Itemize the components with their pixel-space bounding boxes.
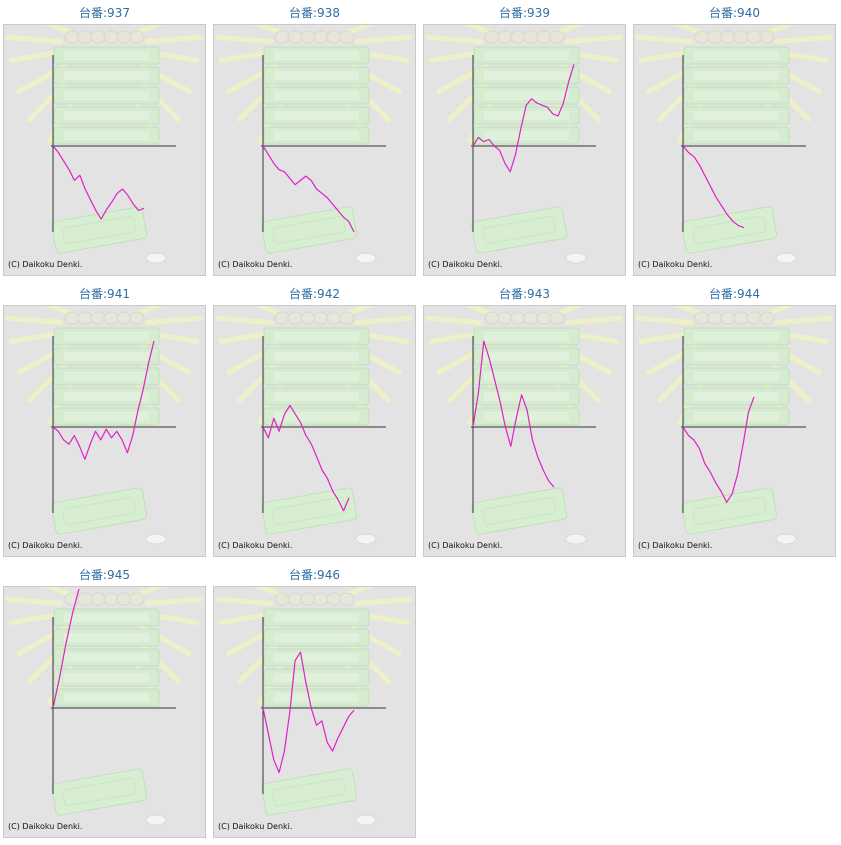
machine-graph-card: 台番:937 (C) Daikoku Denki.	[3, 2, 206, 276]
machine-graph-card: 台番:938 (C) Daikoku Denki.	[213, 2, 416, 276]
copyright-text: (C) Daikoku Denki.	[428, 541, 503, 550]
machine-logo-graphic	[635, 25, 833, 264]
payout-line	[682, 396, 755, 503]
machine-number-link[interactable]: 台番:942	[289, 287, 340, 301]
machine-number-link[interactable]: 台番:944	[709, 287, 760, 301]
slump-graph	[425, 25, 623, 264]
machine-graph-card: 台番:939 (C) Daikoku Denki.	[423, 2, 626, 276]
slump-graph	[215, 306, 413, 545]
machine-graph-card: 台番:943 (C) Daikoku Denki.	[423, 283, 626, 557]
slump-graph-panel: (C) Daikoku Denki.	[633, 305, 836, 557]
slump-graph-panel: (C) Daikoku Denki.	[3, 305, 206, 557]
machine-logo-graphic	[5, 306, 203, 545]
machine-logo-graphic	[215, 25, 413, 264]
copyright-text: (C) Daikoku Denki.	[8, 822, 83, 831]
copyright-text: (C) Daikoku Denki.	[428, 260, 503, 269]
slump-graph	[215, 25, 413, 264]
copyright-text: (C) Daikoku Denki.	[8, 541, 83, 550]
slump-graph	[215, 587, 413, 826]
payout-line	[472, 340, 555, 488]
machine-logo-graphic	[5, 587, 203, 826]
copyright-text: (C) Daikoku Denki.	[218, 541, 293, 550]
payout-line	[52, 340, 155, 460]
machine-number-link[interactable]: 台番:943	[499, 287, 550, 301]
payout-line	[262, 404, 350, 512]
machine-number-link[interactable]: 台番:941	[79, 287, 130, 301]
slump-graph-panel: (C) Daikoku Denki.	[3, 24, 206, 276]
machine-logo-graphic	[215, 587, 413, 826]
payout-line	[262, 145, 355, 233]
slump-graph	[5, 25, 203, 264]
machine-number-link[interactable]: 台番:937	[79, 6, 130, 20]
slump-graph	[635, 306, 833, 545]
machine-logo-graphic	[215, 306, 413, 545]
slump-graph-panel: (C) Daikoku Denki.	[423, 24, 626, 276]
payout-line	[52, 145, 145, 220]
machine-graph-card: 台番:946 (C) Daikoku Denki.	[213, 564, 416, 838]
copyright-text: (C) Daikoku Denki.	[218, 822, 293, 831]
machine-logo-graphic	[425, 25, 623, 264]
machine-number-link[interactable]: 台番:945	[79, 568, 130, 582]
machine-number-link[interactable]: 台番:938	[289, 6, 340, 20]
machine-logo-graphic	[635, 306, 833, 545]
machine-logo-graphic	[5, 25, 203, 264]
slump-graph-panel: (C) Daikoku Denki.	[423, 305, 626, 557]
copyright-text: (C) Daikoku Denki.	[218, 260, 293, 269]
machine-graph-card: 台番:944 (C) Daikoku Denki.	[633, 283, 836, 557]
machine-logo-graphic	[425, 306, 623, 545]
machine-number-link[interactable]: 台番:946	[289, 568, 340, 582]
slump-graph-panel: (C) Daikoku Denki.	[213, 24, 416, 276]
copyright-text: (C) Daikoku Denki.	[638, 541, 713, 550]
slump-graph-panel: (C) Daikoku Denki.	[3, 586, 206, 838]
slump-graph	[5, 306, 203, 545]
machine-graph-card: 台番:945 (C) Daikoku Denki.	[3, 564, 206, 838]
slump-graph-panel: (C) Daikoku Denki.	[213, 586, 416, 838]
machine-number-link[interactable]: 台番:940	[709, 6, 760, 20]
machine-graph-card: 台番:941 (C) Daikoku Denki.	[3, 283, 206, 557]
slump-graph-panel: (C) Daikoku Denki.	[633, 24, 836, 276]
slump-graph	[635, 25, 833, 264]
copyright-text: (C) Daikoku Denki.	[8, 260, 83, 269]
payout-line	[472, 64, 575, 173]
slump-graph	[425, 306, 623, 545]
slump-graph	[5, 587, 203, 826]
slump-graph-panel: (C) Daikoku Denki.	[213, 305, 416, 557]
machine-graph-card: 台番:942 (C) Daikoku Denki.	[213, 283, 416, 557]
copyright-text: (C) Daikoku Denki.	[638, 260, 713, 269]
payout-line	[262, 651, 355, 774]
machine-number-link[interactable]: 台番:939	[499, 6, 550, 20]
machine-graph-card: 台番:940 (C) Daikoku Denki.	[633, 2, 836, 276]
payout-line	[52, 588, 80, 709]
payout-line	[682, 145, 745, 229]
